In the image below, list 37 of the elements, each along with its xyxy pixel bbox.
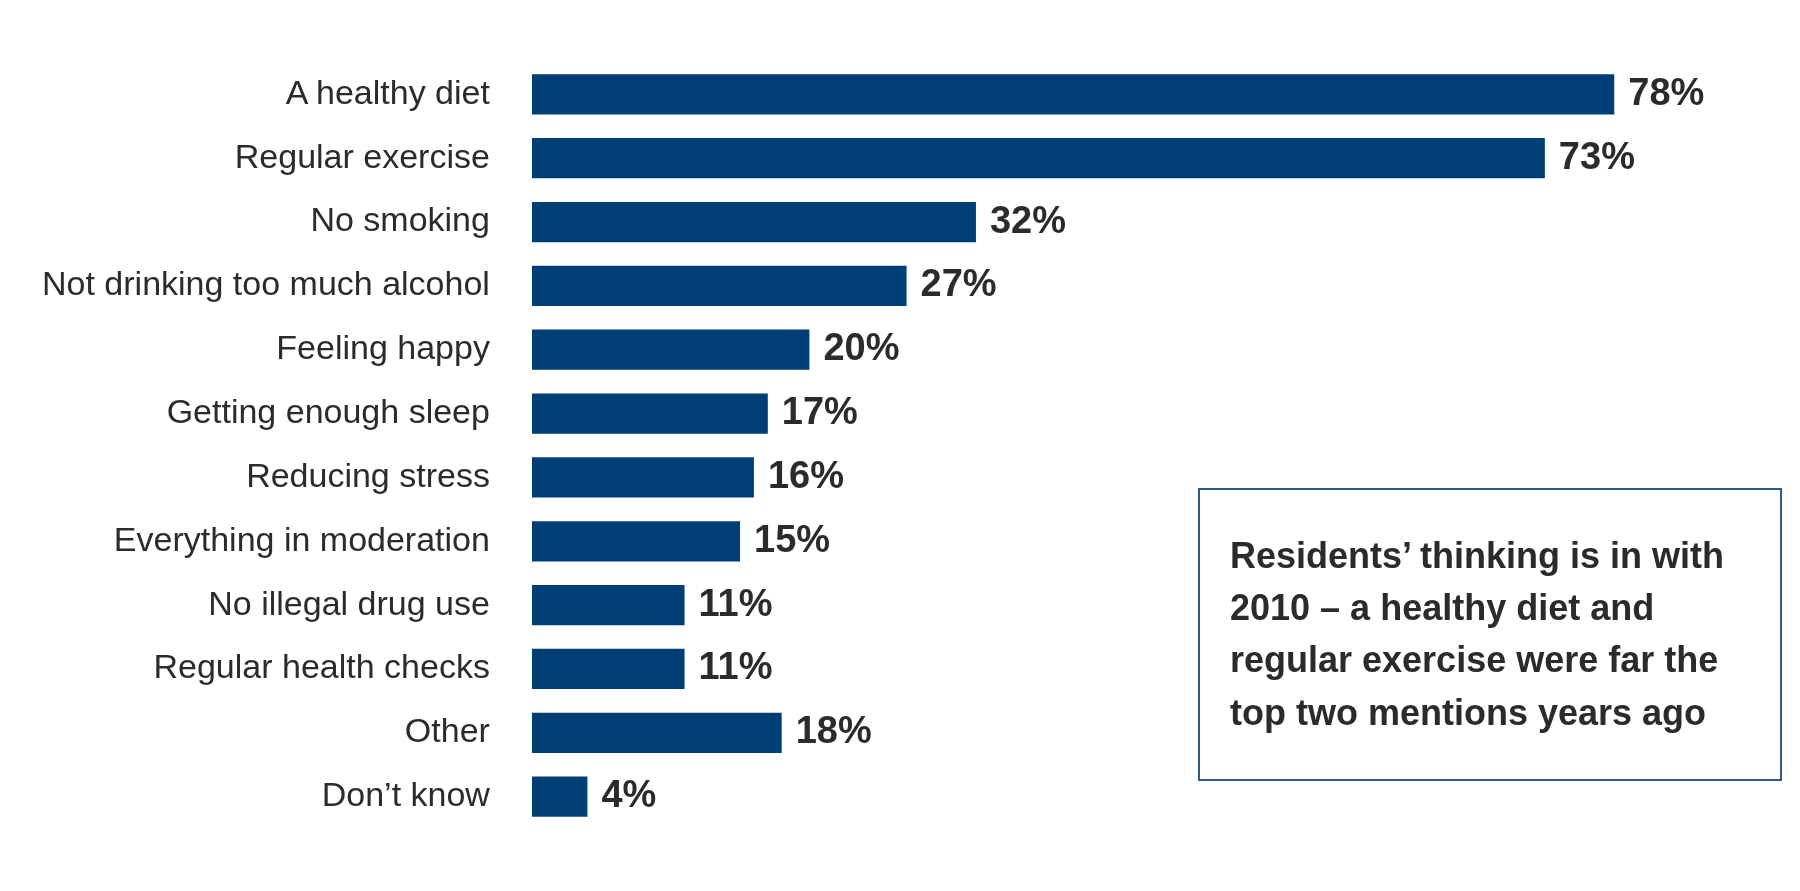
- bar: [531, 201, 976, 243]
- y-tick-label: A healthy diet: [285, 72, 491, 111]
- data-label: 27%: [920, 262, 997, 305]
- bar: [531, 329, 810, 370]
- bar: [531, 393, 768, 434]
- data-label: 4%: [601, 773, 657, 816]
- bar: [531, 457, 754, 498]
- data-label: 16%: [767, 453, 844, 496]
- y-tick-label: Reducing stress: [246, 455, 490, 494]
- bar: [531, 265, 907, 306]
- bar: [531, 585, 685, 626]
- y-tick-label: No illegal drug use: [208, 583, 490, 622]
- y-tick-label: Getting enough sleep: [166, 391, 490, 430]
- y-tick-label: Not drinking too much alcohol: [41, 264, 490, 303]
- data-label: 15%: [754, 517, 831, 560]
- y-tick-label: Feeling happy: [276, 328, 490, 367]
- bar: [531, 648, 685, 690]
- data-label: 32%: [989, 198, 1067, 241]
- bar: [531, 521, 741, 562]
- bar: [531, 74, 1615, 115]
- data-label: 11%: [698, 581, 773, 624]
- data-label: 18%: [795, 709, 872, 752]
- data-label: 78%: [1628, 70, 1705, 113]
- data-label: 20%: [823, 326, 900, 369]
- data-label: 17%: [781, 390, 858, 433]
- y-tick-label: Don’t know: [321, 775, 491, 814]
- annotation: Residents’ thinking is in with 2010 – a healthy diet and regular exercise were far the top two mentions years ago: [1198, 488, 1782, 781]
- y-tick-label: Regular exercise: [234, 136, 490, 175]
- y-tick-label: No smoking: [310, 200, 490, 239]
- bar: [531, 138, 1545, 179]
- y-tick-label: Other: [404, 711, 490, 750]
- bar: [531, 776, 588, 817]
- y-tick-label: Regular health checks: [153, 647, 490, 686]
- y-tick-label: Everything in moderation: [113, 519, 490, 558]
- bar: [531, 712, 782, 753]
- data-label: 11%: [698, 645, 773, 688]
- data-label: 73%: [1558, 134, 1635, 177]
